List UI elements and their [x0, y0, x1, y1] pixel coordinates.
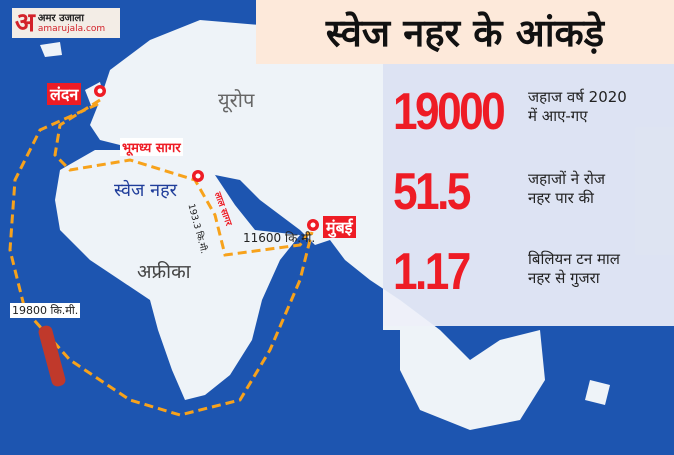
land	[40, 20, 610, 430]
stat-desc: बिलियन टन माल नहर से गुजरा	[528, 250, 620, 288]
logo-site: amarujala.com	[37, 23, 106, 34]
stat-value: 51.5	[393, 163, 471, 221]
label-mumbai: मुंबई	[323, 216, 356, 238]
stats-panel: 19000 जहाज वर्ष 2020 में आए-गए 51.5 जहाजो…	[383, 64, 674, 326]
label-mediterranean: भूमध्य सागर	[120, 138, 183, 156]
amar-ujala-logo: अ अमर उजाला amarujala.com	[12, 8, 120, 38]
suez-route	[53, 98, 314, 257]
stat-value: 19000	[393, 83, 506, 141]
page-title: स्वेज नहर के आंकड़े	[256, 0, 674, 64]
logo-mark: अ	[15, 8, 35, 38]
stat-cargo: 1.17	[393, 246, 482, 298]
stat-line: में आए-गए	[528, 107, 588, 125]
stat-line: जहाज वर्ष 2020	[528, 88, 627, 106]
stat-line: नहर पार की	[528, 189, 594, 207]
label-cape-distance: 19800 कि.मी.	[10, 303, 81, 318]
label-europe: यूरोप	[218, 88, 255, 112]
stat-line: नहर से गुजरा	[528, 269, 600, 287]
label-london: लंदन	[47, 83, 82, 105]
stat-daily-ships: 51.5	[393, 166, 482, 218]
stat-desc: जहाजों ने रोज नहर पार की	[528, 170, 605, 208]
logo-hindi: अमर उजाला	[37, 12, 84, 24]
stat-line: बिलियन टन माल	[528, 250, 620, 268]
stat-line: जहाजों ने रोज	[528, 170, 606, 188]
map-pins	[94, 85, 319, 231]
stat-ships-2020: 19000	[393, 86, 523, 138]
label-suez-canal: स्वेज नहर	[114, 180, 177, 201]
stat-desc: जहाज वर्ष 2020 में आए-गए	[528, 88, 627, 126]
cape-route	[8, 102, 314, 417]
label-africa: अफ्रीका	[137, 261, 191, 283]
ship-icon	[38, 325, 66, 387]
routes	[8, 98, 314, 417]
stat-value: 1.17	[393, 243, 471, 301]
label-suez-mumbai-distance: 11600 कि.मी.	[243, 231, 316, 245]
